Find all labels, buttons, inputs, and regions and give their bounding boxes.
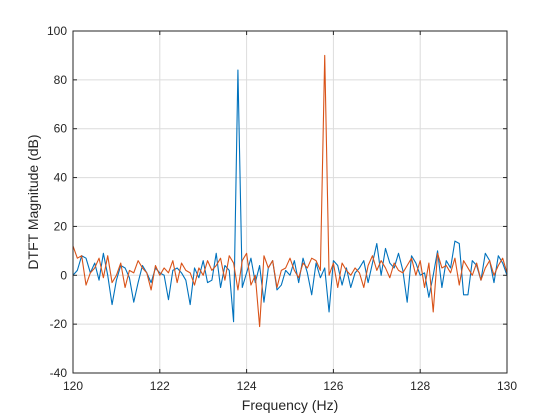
- y-tick-label: 80: [54, 73, 68, 87]
- x-tick-label: 120: [63, 379, 83, 393]
- x-tick-label: 122: [150, 379, 170, 393]
- y-tick-label: -20: [50, 317, 68, 331]
- y-tick-label: 100: [47, 24, 67, 38]
- x-tick-label: 124: [237, 379, 257, 393]
- tick-marks: [72, 30, 508, 374]
- x-tick-label: 128: [410, 379, 430, 393]
- y-tick-label: 60: [54, 122, 68, 136]
- axes-frame: [72, 30, 508, 374]
- x-axis-label: Frequency (Hz): [242, 397, 338, 413]
- plot-background: [73, 31, 507, 373]
- series-2-line: [72, 54, 508, 328]
- y-tick-label: -40: [50, 366, 68, 380]
- y-tick-label: 20: [54, 219, 68, 233]
- series-group: [72, 54, 508, 328]
- y-tick-label: 0: [60, 268, 67, 282]
- y-tick-label: 40: [54, 171, 68, 185]
- y-axis-label: DTFT Magnitude (dB): [25, 134, 41, 269]
- tick-labels: 120 122 124 126 128 130 -40 -20 0 20 40 60 80 100: [47, 24, 517, 393]
- x-tick-label: 130: [497, 379, 517, 393]
- x-tick-label: 126: [323, 379, 343, 393]
